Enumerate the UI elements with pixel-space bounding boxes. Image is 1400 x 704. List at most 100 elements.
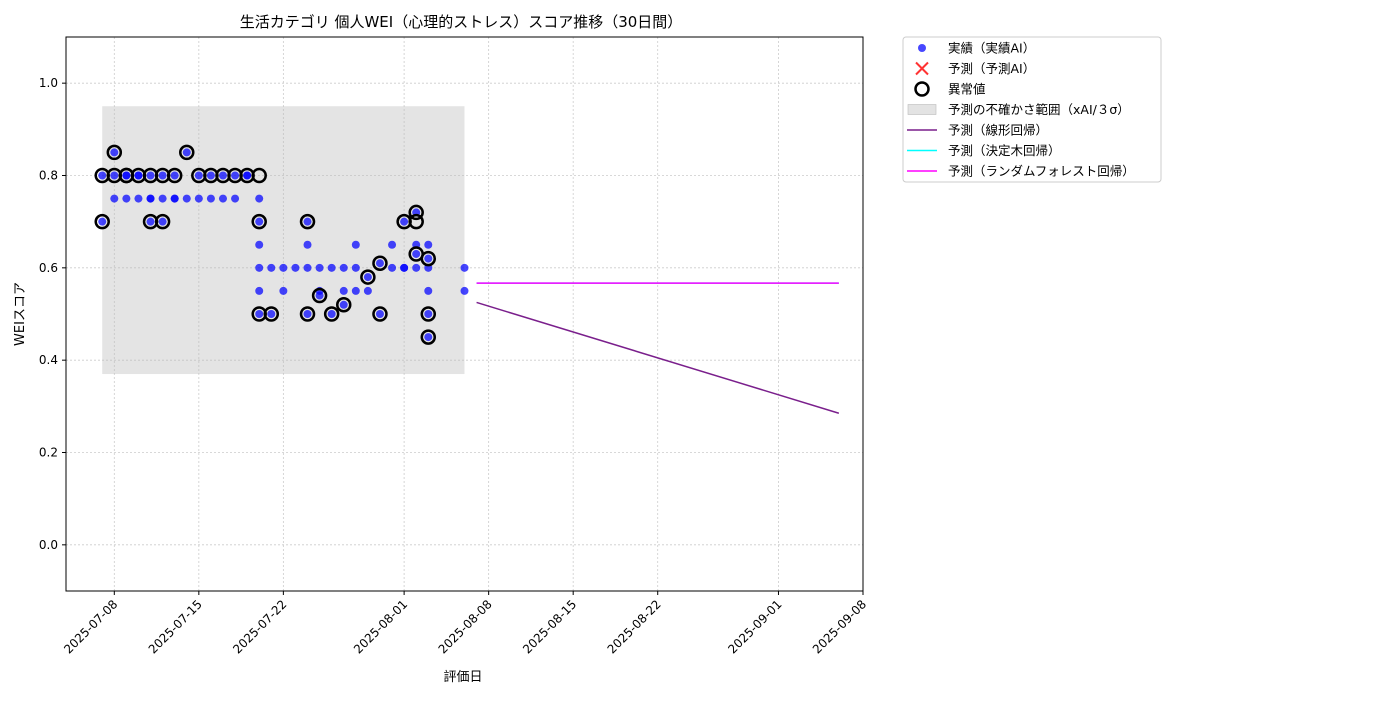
uncertainty-band-layer bbox=[102, 106, 465, 375]
actual-point bbox=[460, 263, 469, 272]
forecast-line-layer bbox=[476, 282, 840, 414]
anomaly-ring bbox=[299, 213, 316, 230]
x-tick-label: 2025-07-08 bbox=[61, 597, 120, 656]
actual-point bbox=[231, 194, 240, 203]
actual-point bbox=[255, 263, 264, 272]
actual-point bbox=[110, 171, 119, 180]
x-tick-label: 2025-07-22 bbox=[230, 597, 289, 656]
actual-point bbox=[182, 194, 191, 203]
actual-point bbox=[98, 217, 107, 226]
plot-frame bbox=[65, 36, 864, 592]
actual-point bbox=[122, 171, 131, 180]
actual-point bbox=[182, 148, 191, 157]
anomaly-ring bbox=[408, 213, 424, 230]
actual-point bbox=[255, 286, 264, 295]
x-axis-label: 評価日 bbox=[443, 670, 482, 685]
x-tick-layer: 2025-07-08 2025-07-15 2025-07-22 2025-08-01… bbox=[61, 591, 869, 656]
y-axis-label: WEIスコア bbox=[13, 282, 28, 346]
actual-point bbox=[255, 240, 264, 249]
legend-label: 予測（予測AI） bbox=[948, 61, 1035, 76]
actual-point bbox=[170, 194, 179, 203]
anomaly-ring bbox=[420, 306, 437, 322]
actual-point bbox=[158, 194, 167, 203]
actual-point bbox=[255, 310, 264, 318]
actual-point bbox=[339, 263, 348, 272]
y-tick-label: 0.8 bbox=[39, 169, 58, 183]
y-tick-label: 0.4 bbox=[39, 353, 58, 367]
legend-marker-anomaly bbox=[914, 81, 930, 97]
anomaly-ring bbox=[166, 167, 183, 184]
actual-point bbox=[279, 263, 288, 272]
actual-point bbox=[303, 263, 312, 272]
actual-point bbox=[351, 240, 360, 249]
actual-point bbox=[424, 240, 433, 249]
actual-point bbox=[315, 263, 324, 272]
uncertainty-band bbox=[102, 106, 465, 375]
y-tick-label: 0.0 bbox=[39, 538, 58, 552]
actual-point bbox=[412, 263, 421, 272]
legend-frame bbox=[902, 36, 1162, 183]
actual-point bbox=[255, 217, 264, 226]
actual-point bbox=[194, 171, 203, 180]
actual-point bbox=[194, 194, 203, 203]
actual-point bbox=[158, 171, 167, 180]
actual-point bbox=[424, 254, 433, 263]
chart-title: 生活カテゴリ 個人WEI（心理的ストレス）スコア推移（30日間） bbox=[240, 13, 683, 31]
actual-point bbox=[375, 310, 384, 318]
y-tick-label: 0.2 bbox=[39, 446, 58, 460]
actual-point bbox=[98, 171, 107, 180]
actual-point bbox=[424, 286, 433, 295]
actual-point bbox=[375, 259, 384, 268]
actual-point bbox=[351, 286, 360, 295]
actual-point bbox=[363, 273, 372, 282]
legend-label: 予測の不確かさ範囲（xAI/３σ） bbox=[948, 102, 1130, 117]
actual-point bbox=[339, 300, 348, 309]
legend-label: 予測（線形回帰） bbox=[948, 123, 1048, 138]
y-tick-layer: 0.0 0.2 0.4 0.6 0.8 1.0 bbox=[39, 76, 66, 552]
actual-point bbox=[146, 171, 155, 180]
forecast-line bbox=[476, 301, 840, 414]
anomaly-ring bbox=[360, 269, 376, 285]
actual-point bbox=[339, 286, 348, 295]
actual-point bbox=[267, 310, 276, 318]
anomaly-ring bbox=[372, 306, 388, 322]
anomaly-ring bbox=[94, 213, 110, 230]
actual-point bbox=[315, 291, 324, 300]
y-tick-label: 0.6 bbox=[39, 261, 58, 275]
x-tick-label: 2025-08-08 bbox=[436, 597, 495, 656]
x-tick-label: 2025-08-15 bbox=[520, 597, 579, 656]
anomaly-ring-layer bbox=[94, 144, 437, 345]
x-tick-label: 2025-09-08 bbox=[810, 597, 869, 656]
legend-label: 予測（決定木回帰） bbox=[948, 143, 1061, 158]
anomaly-ring bbox=[372, 255, 388, 271]
legend-label: 予測（ランダムフォレスト回帰） bbox=[948, 164, 1135, 179]
actual-point bbox=[303, 240, 312, 249]
legend-label: 実績（実績AI） bbox=[948, 41, 1035, 56]
actual-point bbox=[279, 286, 288, 295]
actual-point bbox=[146, 217, 155, 226]
anomaly-ring bbox=[335, 297, 352, 313]
actual-point bbox=[400, 217, 409, 226]
anomaly-ring bbox=[251, 213, 267, 230]
actual-point bbox=[351, 263, 360, 272]
actual-point-layer bbox=[98, 148, 469, 342]
actual-point bbox=[146, 194, 155, 203]
actual-point bbox=[170, 171, 179, 180]
actual-point bbox=[134, 194, 143, 203]
legend-label: 異常値 bbox=[948, 82, 986, 97]
x-tick-label: 2025-08-01 bbox=[351, 597, 410, 656]
actual-point bbox=[327, 263, 336, 272]
anomaly-ring bbox=[420, 329, 437, 345]
actual-point bbox=[206, 171, 215, 180]
anomaly-ring bbox=[311, 287, 328, 304]
actual-point bbox=[424, 333, 433, 342]
anomaly-ring bbox=[408, 204, 424, 221]
x-tick-label: 2025-08-22 bbox=[605, 597, 664, 656]
y-tick-label: 1.0 bbox=[39, 76, 58, 90]
actual-point bbox=[388, 263, 397, 272]
anomaly-ring bbox=[420, 250, 437, 267]
actual-point bbox=[460, 286, 469, 295]
